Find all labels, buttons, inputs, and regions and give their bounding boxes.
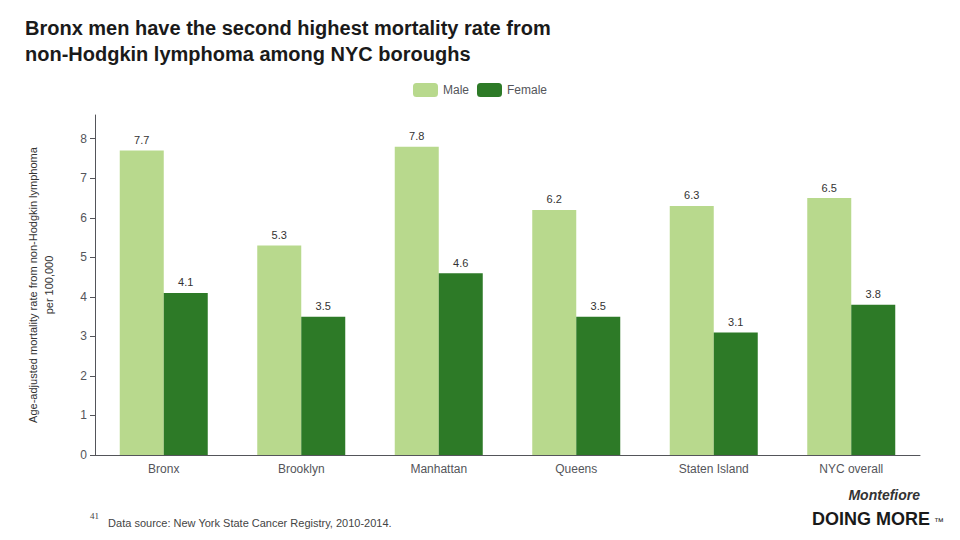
svg-text:Manhattan: Manhattan	[410, 462, 467, 476]
svg-text:DOING MORE: DOING MORE	[812, 509, 930, 529]
svg-text:per 100,000: per 100,000	[43, 256, 55, 315]
svg-text:4: 4	[80, 290, 87, 304]
svg-text:Age-adjusted mortality rate fr: Age-adjusted mortality rate from non-Hod…	[27, 146, 39, 423]
svg-text:3.1: 3.1	[728, 316, 743, 328]
svg-text:5: 5	[80, 250, 87, 264]
svg-text:Female: Female	[507, 83, 547, 97]
svg-text:7.8: 7.8	[409, 130, 424, 142]
svg-text:2: 2	[80, 369, 87, 383]
svg-text:3.5: 3.5	[316, 300, 331, 312]
svg-text:Staten Island: Staten Island	[679, 462, 749, 476]
svg-text:5.3: 5.3	[272, 229, 287, 241]
svg-text:0: 0	[80, 448, 87, 462]
svg-text:4.6: 4.6	[453, 257, 468, 269]
svg-text:Bronx men have the second high: Bronx men have the second highest mortal…	[25, 17, 551, 39]
svg-text:7.7: 7.7	[134, 134, 149, 146]
svg-text:Data source: New York State Ca: Data source: New York State Cancer Regis…	[102, 517, 392, 529]
svg-text:non-Hodgkin lymphoma among NYC: non-Hodgkin lymphoma among NYC boroughs	[25, 43, 471, 65]
svg-text:3.8: 3.8	[866, 288, 881, 300]
svg-text:41: 41	[90, 511, 99, 521]
svg-text:Queens: Queens	[555, 462, 597, 476]
svg-text:Brooklyn: Brooklyn	[278, 462, 325, 476]
svg-text:3: 3	[80, 329, 87, 343]
svg-text:™: ™	[934, 516, 944, 527]
svg-text:Bronx: Bronx	[148, 462, 179, 476]
svg-text:1: 1	[80, 408, 87, 422]
svg-text:6: 6	[80, 211, 87, 225]
svg-text:4.1: 4.1	[178, 276, 193, 288]
svg-text:8: 8	[80, 132, 87, 146]
svg-text:6.3: 6.3	[684, 189, 699, 201]
svg-text:6.2: 6.2	[547, 193, 562, 205]
svg-text:3.5: 3.5	[591, 300, 606, 312]
svg-text:NYC overall: NYC overall	[819, 462, 883, 476]
svg-text:Montefiore: Montefiore	[848, 487, 920, 503]
svg-text:6.5: 6.5	[822, 182, 837, 194]
svg-text:Male: Male	[443, 83, 469, 97]
svg-text:7: 7	[80, 171, 87, 185]
